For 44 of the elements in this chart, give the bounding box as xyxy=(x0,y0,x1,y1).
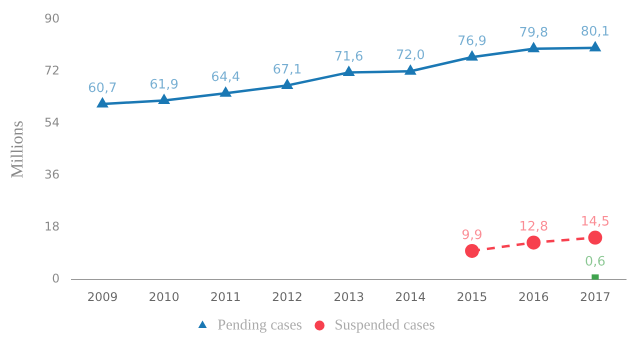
point xyxy=(281,78,294,89)
x-tick-label: 2011 xyxy=(210,290,241,304)
data-label: 12,8 xyxy=(519,219,548,234)
point xyxy=(158,94,170,104)
y-tick-label: 90 xyxy=(44,11,60,26)
x-tick-label: 2010 xyxy=(148,290,180,304)
legend-label: Pending cases xyxy=(218,317,302,334)
point xyxy=(220,86,232,97)
x-tick-label: 2016 xyxy=(518,290,549,304)
data-label: 76,9 xyxy=(458,34,486,49)
point xyxy=(96,96,109,108)
data-label: 72,0 xyxy=(396,48,425,64)
point xyxy=(526,236,541,250)
point xyxy=(589,40,602,52)
point xyxy=(465,244,480,258)
data-label: 14,5 xyxy=(580,214,610,230)
x-tick-label: 2017 xyxy=(580,290,610,304)
data-label: 64,4 xyxy=(211,70,240,86)
x-tick-label: 2009 xyxy=(87,290,118,304)
x-tick-label: 2014 xyxy=(395,290,426,304)
data-label: 80,1 xyxy=(580,24,610,40)
data-label: 61,9 xyxy=(150,77,179,92)
point xyxy=(528,42,540,52)
data-label: 60,7 xyxy=(88,80,117,96)
y-tick-label: 36 xyxy=(44,168,60,182)
y-tick-label: 0 xyxy=(52,272,60,286)
data-label: 9,9 xyxy=(462,228,482,243)
legend-label: Suspended cases xyxy=(334,317,436,334)
point xyxy=(592,274,599,280)
x-tick-label: 2015 xyxy=(456,290,488,304)
data-label: 71,6 xyxy=(334,49,364,64)
point xyxy=(342,65,355,76)
data-label: 0,6 xyxy=(584,254,606,270)
y-tick-label: 72 xyxy=(44,63,60,78)
y-tick-label: 54 xyxy=(44,115,60,130)
point xyxy=(404,64,416,75)
x-tick-label: 2012 xyxy=(272,290,303,304)
data-label: 67,1 xyxy=(272,62,302,78)
y-axis-title: Millions xyxy=(8,120,27,178)
point xyxy=(466,50,478,61)
x-tick-label: 2013 xyxy=(334,290,364,304)
data-label: 79,8 xyxy=(519,26,548,41)
point xyxy=(588,230,602,245)
y-tick-label: 18 xyxy=(44,220,60,234)
